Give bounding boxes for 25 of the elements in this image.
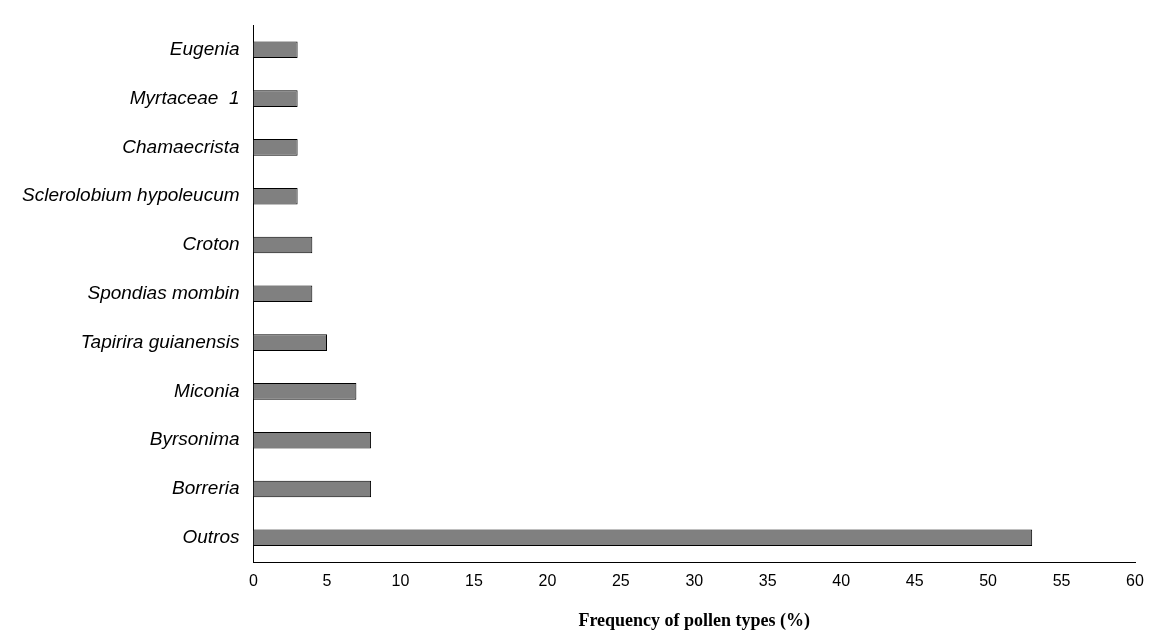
- y-tick-label: Spondias mombin: [87, 282, 240, 304]
- y-tick-label: Myrtaceae 1: [129, 86, 240, 108]
- x-axis-title: Frequency of pollen types (%): [578, 609, 811, 631]
- x-tick-label: 60: [1126, 572, 1144, 590]
- y-tick-label: Miconia: [174, 379, 240, 401]
- x-tick-label: 50: [979, 572, 998, 590]
- y-tick-label: Tapirira guianensis: [80, 330, 241, 352]
- y-tick-label: Borreria: [171, 477, 240, 499]
- x-tick-label: 35: [758, 572, 777, 590]
- x-tick-label: 10: [391, 572, 410, 590]
- x-tick-label: 15: [465, 572, 483, 590]
- x-tick-label: 40: [832, 572, 851, 590]
- y-tick-label: Sclerolobium hypoleucum: [21, 184, 240, 206]
- x-tick-label: 25: [611, 572, 630, 590]
- y-tick-label: Eugenia: [169, 38, 240, 60]
- x-tick-label: 0: [249, 572, 259, 590]
- x-tick-label: 55: [1052, 572, 1071, 590]
- y-tick-label: Chamaecrista: [122, 135, 240, 157]
- x-tick-label: 20: [538, 572, 557, 590]
- y-tick-label: Byrsonima: [149, 428, 240, 450]
- x-tick-label: 5: [322, 572, 332, 590]
- y-tick-label: Outros: [182, 526, 241, 548]
- x-tick-label: 30: [685, 572, 704, 590]
- x-tick-label: 45: [905, 572, 924, 590]
- y-tick-label: Croton: [182, 233, 240, 255]
